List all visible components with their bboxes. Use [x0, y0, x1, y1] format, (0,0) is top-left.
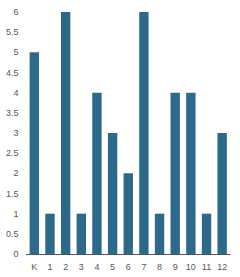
- svg-text:4: 4: [94, 262, 99, 272]
- svg-text:2.5: 2.5: [6, 148, 19, 158]
- svg-text:4.5: 4.5: [6, 68, 19, 78]
- svg-text:5: 5: [110, 262, 115, 272]
- svg-text:2: 2: [63, 262, 68, 272]
- svg-text:1: 1: [47, 262, 52, 272]
- svg-text:3.5: 3.5: [6, 108, 19, 118]
- svg-text:11: 11: [202, 262, 211, 272]
- svg-text:7: 7: [141, 262, 146, 272]
- svg-text:9: 9: [173, 262, 178, 272]
- svg-text:10: 10: [186, 262, 196, 272]
- svg-text:12: 12: [217, 262, 227, 272]
- svg-text:8: 8: [157, 262, 162, 272]
- svg-text:5: 5: [13, 47, 18, 57]
- svg-text:4: 4: [13, 88, 18, 98]
- svg-text:2: 2: [13, 168, 18, 178]
- svg-text:6: 6: [126, 262, 131, 272]
- svg-text:1: 1: [13, 209, 18, 219]
- svg-text:3: 3: [79, 262, 84, 272]
- svg-text:6: 6: [13, 7, 18, 17]
- svg-text:K: K: [31, 262, 37, 272]
- svg-text:3: 3: [13, 128, 18, 138]
- svg-text:1.5: 1.5: [6, 189, 19, 199]
- svg-text:0.5: 0.5: [6, 229, 19, 239]
- svg-text:5.5: 5.5: [6, 27, 19, 37]
- svg-text:0: 0: [13, 249, 18, 259]
